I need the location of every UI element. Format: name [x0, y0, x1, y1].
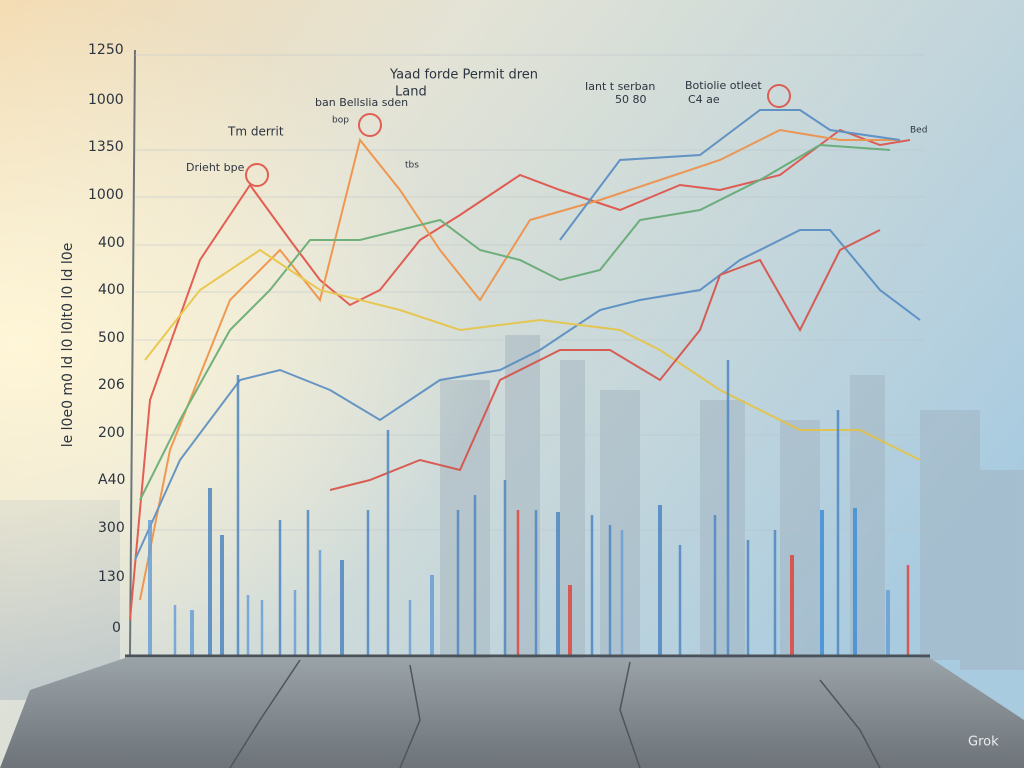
annotation: bop — [332, 116, 349, 126]
axis-title: le l0e0 m0 ld l0 l0lt0 l0 ld l0e — [60, 243, 76, 448]
annotation: Drieht bpe — [186, 161, 245, 174]
annotation: tbs — [405, 161, 419, 171]
axis-label: 1000 — [88, 92, 124, 108]
axis-label: 500 — [98, 330, 125, 346]
axis-label: 400 — [98, 235, 125, 251]
axis-label: 1250 — [88, 42, 124, 58]
watermark: Grok — [968, 735, 999, 750]
axis-label: 130 — [98, 569, 125, 585]
annotation: 50 80 — [615, 93, 647, 106]
axis-label: 1000 — [88, 187, 124, 203]
cracks — [229, 659, 881, 768]
annotation: ban Bellslia sden — [315, 96, 408, 109]
annotation: Yaad forde Permit dren — [389, 68, 538, 83]
bars — [148, 360, 910, 655]
annotation: Bed — [910, 126, 927, 136]
axis-label: 0 — [112, 620, 121, 636]
annotations: Yaad forde Permit dren Land ban Bellslia… — [186, 68, 927, 175]
axis-label: 400 — [98, 282, 125, 298]
stone-ledge — [0, 658, 1024, 768]
axis-label: 206 — [98, 377, 125, 393]
annotation: Botiolie otleet — [685, 79, 762, 92]
axis-label: 300 — [98, 520, 125, 536]
chart-lines — [129, 49, 925, 656]
annotation: Tm derrit — [227, 125, 284, 139]
axis-label: 200 — [98, 425, 125, 441]
annotation: Iant t serban — [585, 80, 655, 93]
axis-label: A40 — [98, 472, 125, 488]
axis-label: 1350 — [88, 139, 124, 155]
annotation: Land — [395, 85, 427, 100]
annotation: C4 ae — [688, 93, 720, 106]
axis-labels: 1250 1000 1350 1000 400 400 500 206 200 … — [88, 42, 125, 636]
